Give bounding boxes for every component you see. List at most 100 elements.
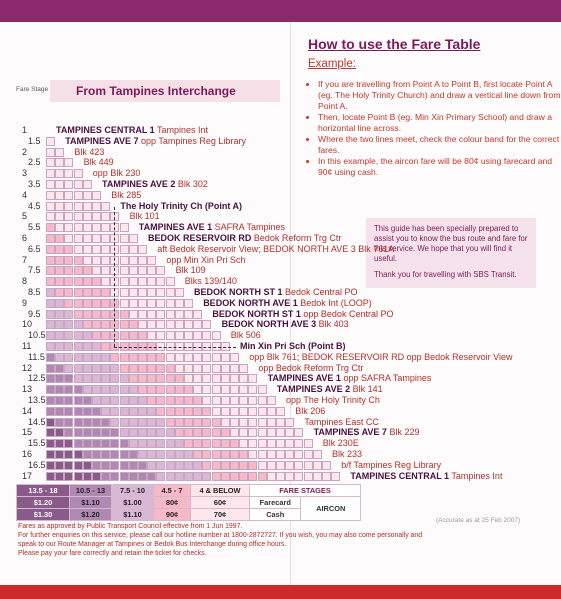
fare-cell [257, 396, 267, 405]
fare-cell [211, 460, 221, 470]
fare-cell [230, 406, 239, 416]
fare-cell [138, 471, 147, 481]
fare-cell [55, 266, 65, 276]
fare-cell [248, 428, 258, 438]
fare-cell [55, 396, 65, 405]
fare-cell [147, 471, 157, 481]
fare-cell [128, 309, 138, 319]
fare-cell [184, 406, 193, 416]
fare-cell [128, 288, 138, 297]
fare-cell [239, 450, 249, 459]
stop-label: TAMPINES AVE 1 opp SAFRA Tampines [267, 373, 432, 384]
fare-cell [64, 244, 74, 254]
fare-cell [276, 450, 285, 459]
fare-cell [156, 277, 166, 287]
stage-number: 10 [22, 319, 33, 330]
fare-cell [239, 471, 249, 481]
fare-cell [230, 428, 239, 438]
fare-cell [211, 450, 221, 459]
fare-cell [128, 396, 138, 405]
farecard-fare: 60¢ [190, 496, 250, 509]
fare-cell [193, 385, 203, 395]
fare-cell [82, 374, 92, 384]
stage-number: 3.5 [28, 179, 41, 189]
fare-cell [312, 450, 322, 459]
fare-cell [101, 234, 111, 243]
fare-cell [73, 450, 83, 459]
stage-number: 9.5 [28, 308, 41, 319]
fare-cell [110, 460, 120, 470]
fare-cell [285, 439, 295, 449]
fare-cell [64, 277, 74, 287]
fare-cell [73, 244, 83, 254]
fare-cell [276, 471, 285, 481]
fare-cell [73, 374, 83, 384]
fare-cell [193, 406, 203, 416]
fare-cell [202, 406, 212, 416]
fare-cell [119, 244, 129, 254]
fare-cell [92, 385, 101, 395]
fare-cell [239, 396, 249, 405]
fare-cell [64, 298, 74, 308]
stage-number: 3 [22, 168, 28, 179]
fare-cell [147, 342, 157, 351]
fare-cell [147, 255, 157, 265]
fare-cell [101, 331, 111, 341]
stage-number: 8 [22, 276, 28, 287]
fare-cell [82, 406, 92, 416]
fare-cell [303, 450, 313, 459]
farecard-fare: $1.10 [69, 496, 112, 509]
fare-cell [220, 428, 230, 438]
fare-cell [73, 342, 83, 351]
fare-cell [266, 406, 276, 416]
fare-cell [55, 190, 65, 200]
fare-cell [46, 180, 55, 189]
fare-cell [257, 385, 267, 395]
fare-cell [82, 180, 92, 189]
fare-cell [101, 255, 111, 265]
fare-cell [156, 266, 166, 276]
fare-cell [82, 428, 92, 438]
fare-cell [193, 374, 203, 384]
fare-cell [174, 309, 184, 319]
stop-label: BEDOK NORTH ST 1 Bedok Central PO [194, 287, 358, 297]
fare-cell [55, 471, 65, 481]
fare-cell [128, 406, 138, 416]
fare-cell [128, 471, 138, 481]
stop-label: Blk 449 [83, 157, 114, 168]
fare-cell [55, 147, 65, 157]
fare-cell [73, 331, 83, 341]
fare-cell [110, 363, 120, 373]
fare-cell [184, 374, 193, 384]
stop-label: Blks 139/140 [184, 276, 237, 287]
fare-cell [239, 374, 249, 384]
fare-cell [101, 385, 111, 395]
fare-cell [147, 266, 157, 276]
fare-cell [119, 309, 129, 319]
fare-cell [46, 255, 55, 265]
fare-cell [156, 374, 166, 384]
fare-cell [73, 255, 83, 265]
fare-cell [110, 428, 120, 438]
stop-label: BEDOK NORTH ST 1 opp Bedok Central PO [212, 308, 394, 319]
fare-cell [147, 396, 157, 405]
fare-cell [202, 320, 212, 330]
top-banner [0, 0, 561, 22]
fare-cell [46, 439, 55, 449]
fare-cell [92, 406, 101, 416]
stage-number: 11 [22, 341, 32, 351]
fare-cell [184, 385, 193, 395]
fare-cell [82, 352, 92, 362]
fare-cell [119, 374, 129, 384]
fare-cell [46, 320, 55, 330]
instruction-item: If you are travelling from Point A to Po… [318, 79, 561, 112]
fare-cell [101, 309, 111, 319]
cash-label: Cash [248, 508, 302, 521]
fare-cell [220, 363, 230, 373]
stage-number: 16 [22, 449, 33, 459]
fare-cell [165, 331, 175, 341]
fare-cell [92, 331, 101, 341]
fare-cell [285, 460, 295, 470]
fare-cell [119, 428, 129, 438]
fare-cell [92, 244, 101, 254]
